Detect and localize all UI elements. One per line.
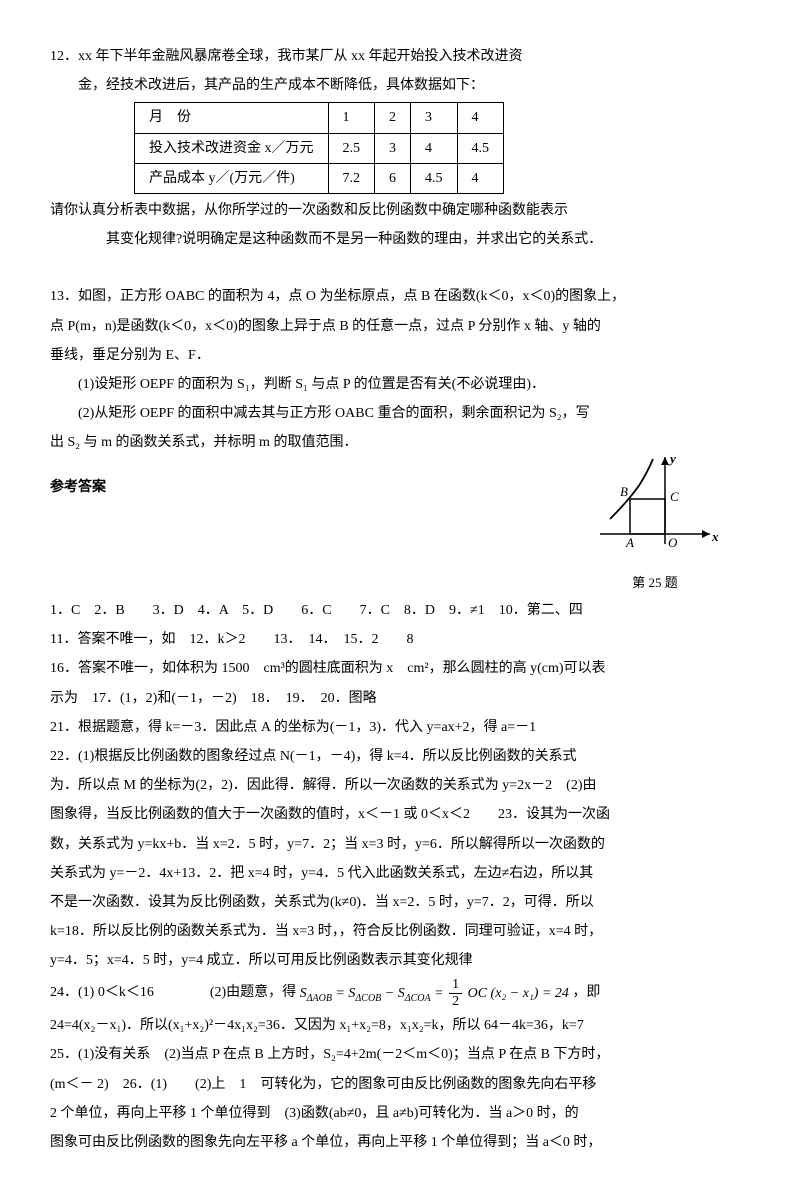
table-cell: 3 [375, 133, 411, 163]
ans-line: 不是一次函数．设其为反比例函数，关系式为(k≠0)．当 x=2．5 时，y=7．… [50, 890, 750, 915]
figure-caption: 第 25 题 [590, 571, 720, 594]
ans-line: y=4．5；x=4．5 时，y=4 成立．所以可用反比例函数表示其变化规律 [50, 948, 750, 973]
table-cell: 4 [411, 133, 458, 163]
ans-line: 24=4(x₂－x₁)．所以(x₁+x₂)²－4x₁x₂=36．又因为 x₁+x… [50, 1013, 750, 1038]
q12-table: 月 份 1 2 3 4 投入技术改进资金 x／万元 2.5 3 4 4.5 产品… [134, 102, 504, 194]
table-cell: 6 [375, 163, 411, 193]
figure-svg: A O B C x y [590, 449, 720, 559]
svg-text:C: C [670, 489, 679, 504]
table-cell: 4.5 [411, 163, 458, 193]
ans-line: 25．(1)没有关系 (2)当点 P 在点 B 上方时，S₂=4+2m(－2＜m… [50, 1042, 750, 1067]
ans-line: 1．C 2．B 3．D 4．A 5．D 6．C 7．C 8．D 9．≠1 10．… [50, 598, 750, 623]
q12-num: 12． [50, 49, 78, 64]
q13-line3: 垂线，垂足分别为 E、F． [50, 343, 750, 368]
ans-line: 16．答案不唯一，如体积为 1500 cm³的圆柱底面积为 x cm²，那么圆柱… [50, 656, 750, 681]
ans-line: 数，关系式为 y=kx+b．当 x=2．5 时，y=7．2；当 x=3 时，y=… [50, 832, 750, 857]
table-cell: 2.5 [328, 133, 375, 163]
svg-text:x: x [711, 529, 719, 544]
table-cell: 3 [411, 103, 458, 133]
ans-line: 为．所以点 M 的坐标为(2，2)．因此得．解得．所以一次函数的关系式为 y=2… [50, 773, 750, 798]
ans-line: 21．根据题意，得 k=－3．因此点 A 的坐标为(－1，3)．代入 y=ax+… [50, 715, 750, 740]
table-cell: 投入技术改进资金 x／万元 [135, 133, 329, 163]
equation-24: SΔAOB = SΔCOB − SΔCOA = 12 OC (x₂ − x₁) … [300, 986, 573, 1001]
q13-num: 13． [50, 289, 78, 304]
q12-line2: 金，经技术改进后，其产品的生产成本不断降低，具体数据如下： [50, 73, 750, 98]
table-cell: 7.2 [328, 163, 375, 193]
ans-line: 关系式为 y=－2．4x+13．2．把 x=4 时，y=4．5 代入此函数关系式… [50, 861, 750, 886]
ans-line: 示为 17．(1，2)和(－1，－2) 18． 19． 20．图略 [50, 686, 750, 711]
q13-line1: 13．如图，正方形 OABC 的面积为 4，点 O 为坐标原点，点 B 在函数(… [50, 284, 750, 309]
ans-line: 图象可由反比例函数的图象先向左平移 a 个单位，再向上平移 1 个单位得到；当 … [50, 1130, 750, 1155]
table-cell: 4 [457, 163, 504, 193]
svg-text:y: y [668, 451, 676, 466]
ans-line: k=18．所以反比例的函数关系式为．当 x=3 时，，符合反比例函数．同理可验证… [50, 919, 750, 944]
svg-text:O: O [668, 535, 678, 550]
svg-text:A: A [625, 535, 634, 550]
table-cell: 月 份 [135, 103, 329, 133]
table-cell: 4 [457, 103, 504, 133]
ans-line: 2 个单位，再向上平移 1 个单位得到 (3)函数(ab≠0，且 a≠b)可转化… [50, 1101, 750, 1126]
figure-25: A O B C x y 第 25 题 [590, 449, 720, 594]
ans-line: (m＜－ 2) 26．(1) (2)上 1 可转化为，它的图象可由反比例函数的图… [50, 1072, 750, 1097]
table-cell: 1 [328, 103, 375, 133]
q12-line3: 请你认真分析表中数据，从你所学过的一次函数和反比例函数中确定哪种函数能表示 [50, 198, 750, 223]
ans-line-24: 24．(1) 0＜k＜16 (2)由题意，得 SΔAOB = SΔCOB − S… [50, 977, 750, 1009]
ans-line: 图象得，当反比例函数的值大于一次函数的值时，x＜－1 或 0＜x＜2 23．设其… [50, 802, 750, 827]
ans-line: 22．(1)根据反比例函数的图象经过点 N(－1，－4)，得 k=4．所以反比例… [50, 744, 750, 769]
table-cell: 2 [375, 103, 411, 133]
table-cell: 产品成本 y／(万元／件) [135, 163, 329, 193]
q12-line4: 其变化规律?说明确定是这种函数而不是另一种函数的理由，并求出它的关系式． [50, 227, 750, 252]
ans-line: 11．答案不唯一，如 12．k＞2 13． 14． 15．2 8 [50, 627, 750, 652]
q13-line5: (2)从矩形 OEPF 的面积中减去其与正方形 OABC 重合的面积，剩余面积记… [50, 401, 750, 426]
table-cell: 4.5 [457, 133, 504, 163]
q12-line1: 12．xx 年下半年金融风暴席卷全球，我市某厂从 xx 年起开始投入技术改进资 [50, 44, 750, 69]
q13-line4: (1)设矩形 OEPF 的面积为 S₁，判断 S₁ 与点 P 的位置是否有关(不… [50, 372, 750, 397]
svg-text:B: B [620, 484, 628, 499]
q13-line2: 点 P(m，n)是函数(k＜0，x＜0)的图象上异于点 B 的任意一点，过点 P… [50, 314, 750, 339]
